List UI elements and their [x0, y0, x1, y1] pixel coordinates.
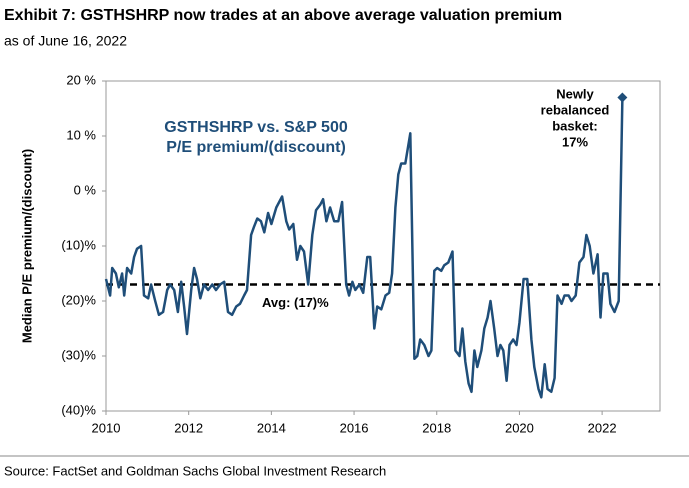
- inner-title: GSTHSHRP vs. S&P 500: [164, 119, 348, 136]
- x-tick-label: 2020: [505, 420, 534, 435]
- y-tick-label: (10)%: [61, 237, 96, 252]
- chart-subtitle: as of June 16, 2022: [4, 33, 127, 49]
- y-tick-label: (30)%: [61, 347, 96, 362]
- annotation: Newly: [556, 86, 594, 101]
- x-tick-label: 2018: [422, 420, 451, 435]
- y-tick-label: 0 %: [74, 182, 97, 197]
- x-tick-label: 2010: [92, 420, 121, 435]
- chart-title: Exhibit 7: GSTHSHRP now trades at an abo…: [4, 7, 562, 24]
- y-tick-label: 20 %: [66, 72, 96, 87]
- y-axis-label: Median P/E premium/(discount): [19, 149, 34, 343]
- source: Source: FactSet and Goldman Sachs Global…: [4, 463, 386, 478]
- annotation: 17%: [562, 134, 588, 149]
- annotation: basket:: [552, 118, 598, 133]
- inner-title: P/E premium/(discount): [166, 139, 346, 156]
- average-label: Avg: (17)%: [262, 295, 329, 310]
- end-marker: [617, 92, 628, 103]
- y-tick-label: (20)%: [61, 292, 96, 307]
- x-tick-label: 2016: [340, 420, 369, 435]
- x-tick-label: 2022: [588, 420, 617, 435]
- annotation: rebalanced: [541, 102, 610, 117]
- x-tick-label: 2012: [174, 420, 203, 435]
- x-tick-label: 2014: [257, 420, 286, 435]
- y-tick-label: (40)%: [61, 402, 96, 417]
- series-line: [104, 97, 624, 399]
- y-tick-label: 10 %: [66, 127, 96, 142]
